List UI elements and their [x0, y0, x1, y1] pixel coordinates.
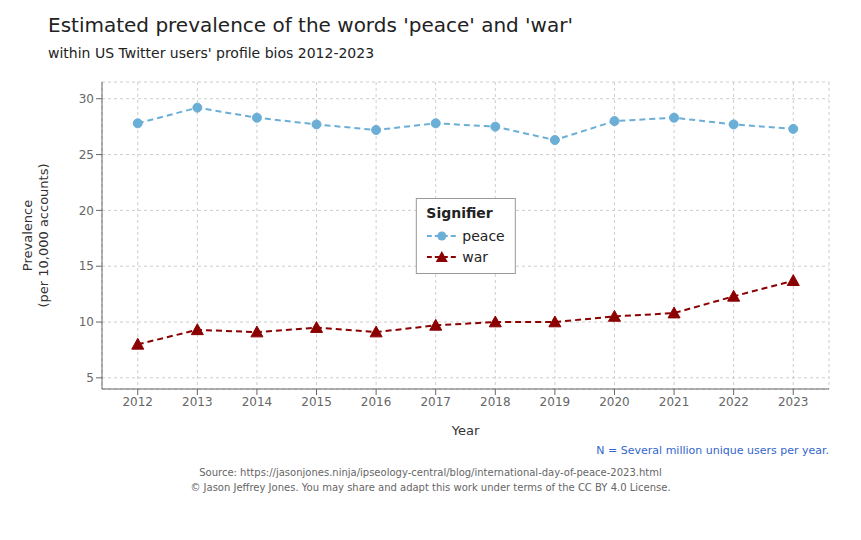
svg-text:Year: Year [451, 423, 480, 438]
svg-text:20: 20 [79, 204, 94, 218]
html-text:war: war [462, 248, 489, 265]
html-text:Signifier: Signifier [426, 204, 493, 221]
svg-text:2013: 2013 [182, 395, 213, 409]
svg-text:5: 5 [86, 371, 94, 385]
svg-text:2012: 2012 [122, 395, 153, 409]
svg-text:Prevalence(per 10,000 accounts: Prevalence(per 10,000 accounts) [20, 163, 51, 307]
svg-text:2014: 2014 [242, 395, 273, 409]
html-text:within US Twitter users' profi: within US Twitter users' profile bios 20… [48, 45, 375, 61]
svg-text:2019: 2019 [540, 395, 571, 409]
svg-text:2018: 2018 [480, 395, 511, 409]
svg-text:2016: 2016 [361, 395, 392, 409]
html-text:© Jason Jeffrey Jones. You may: © Jason Jeffrey Jones. You may share and… [190, 482, 671, 493]
svg-text:25: 25 [79, 148, 94, 162]
svg-text:2015: 2015 [301, 395, 332, 409]
html-text:N = Several million unique use: N = Several million unique users per yea… [596, 444, 829, 457]
svg-text:15: 15 [79, 259, 94, 273]
svg-text:2021: 2021 [659, 395, 690, 409]
svg-text:10: 10 [79, 315, 94, 329]
html-text:Estimated prevalence of the wo: Estimated prevalence of the words 'peace… [48, 13, 573, 37]
svg-text:30: 30 [79, 92, 94, 106]
svg-text:2022: 2022 [718, 395, 749, 409]
html-text:peace: peace [462, 227, 505, 244]
svg-text:2020: 2020 [599, 395, 630, 409]
html-text:Source: https://jasonjones.nin: Source: https://jasonjones.ninja/ipseolo… [199, 467, 662, 478]
svg-text:2017: 2017 [420, 395, 451, 409]
svg-text:2023: 2023 [778, 395, 809, 409]
